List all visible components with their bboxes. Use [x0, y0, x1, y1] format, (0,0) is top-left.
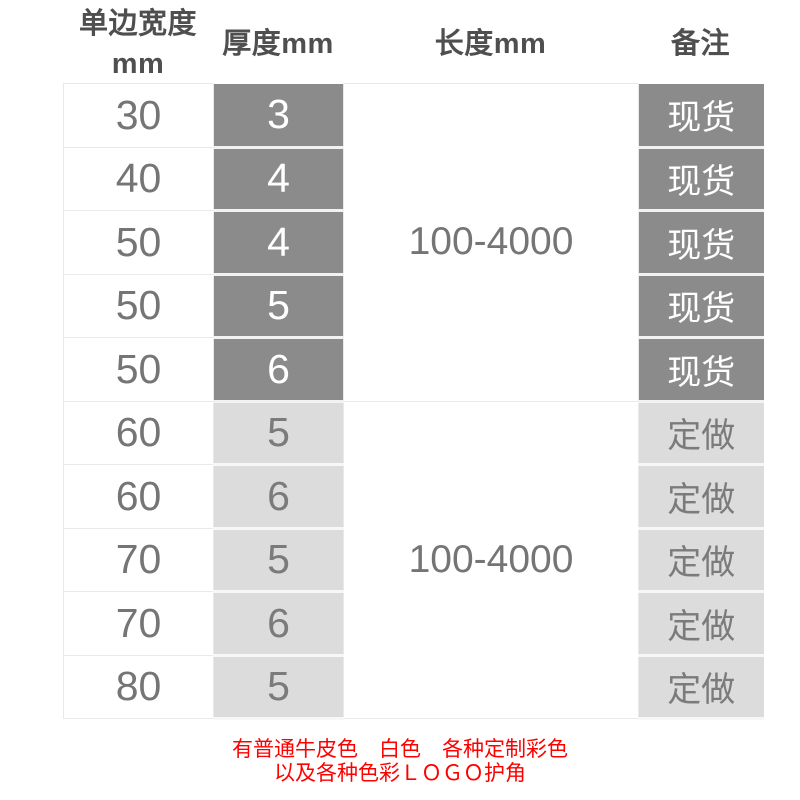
thickness-cell: 4 [213, 210, 344, 276]
width-cell: 60 [63, 464, 214, 529]
remark-cell: 现货 [638, 337, 764, 403]
thickness-cell: 5 [213, 528, 344, 593]
table-row: 60 5 100-4000 定做 [63, 400, 764, 719]
remark-cell: 定做 [638, 401, 764, 466]
remark-cell: 定做 [638, 591, 764, 657]
thickness-cell: 5 [213, 655, 344, 720]
col-header-thickness: 厚度mm [222, 28, 334, 60]
remark-cell: 定做 [638, 655, 764, 720]
width-cell: 70 [63, 527, 214, 592]
spec-table: 30 3 100-4000 现货 40 4 现货 50 4 现货 50 5 现货 [63, 83, 764, 720]
width-cell: 40 [63, 146, 214, 211]
table-row: 40 4 现货 [63, 146, 764, 212]
width-cell: 70 [63, 591, 214, 656]
table-row: 70 6 定做 [63, 591, 764, 657]
thickness-cell: 6 [213, 591, 344, 657]
width-cell: 30 [63, 83, 214, 148]
remark-cell: 现货 [638, 83, 764, 149]
width-cell: 80 [63, 654, 214, 719]
width-cell: 50 [63, 273, 214, 338]
length-merged-cell: 100-4000 [343, 83, 639, 402]
thickness-cell: 6 [213, 337, 344, 403]
table-row: 50 5 现货 [63, 273, 764, 339]
remark-cell: 定做 [638, 528, 764, 593]
table-row: 30 3 100-4000 现货 [63, 83, 764, 402]
width-cell: 50 [63, 337, 214, 402]
thickness-cell: 5 [213, 274, 344, 339]
remark-cell: 现货 [638, 210, 764, 276]
table-row: 50 6 现货 [63, 337, 764, 403]
table-row: 80 5 定做 [63, 654, 764, 720]
thickness-cell: 3 [213, 83, 344, 149]
table-row: 50 4 现货 [63, 210, 764, 276]
column-header-row: 单边宽度mm 厚度mm 长度mm 备注 [63, 8, 763, 80]
length-merged-cell: 100-4000 [343, 400, 639, 719]
color-options-line1: 有普通牛皮色 白色 各种定制彩色 [232, 738, 568, 761]
col-header-length: 长度mm [434, 28, 547, 60]
thickness-cell: 5 [213, 401, 344, 466]
thickness-cell: 4 [213, 147, 344, 212]
color-options-line2: 以及各种色彩ＬＯＧＯ护角 [274, 762, 526, 785]
col-header-width: 单边宽度mm [78, 8, 197, 80]
thickness-cell: 6 [213, 464, 344, 530]
col-header-remark: 备注 [670, 28, 730, 60]
table-row: 60 6 定做 [63, 464, 764, 530]
remark-cell: 现货 [638, 147, 764, 212]
remark-cell: 定做 [638, 464, 764, 530]
remark-cell: 现货 [638, 274, 764, 339]
color-options-note: 有普通牛皮色 白色 各种定制彩色 以及各种色彩ＬＯＧＯ护角 [0, 738, 800, 786]
width-cell: 50 [63, 210, 214, 275]
width-cell: 60 [63, 400, 214, 465]
